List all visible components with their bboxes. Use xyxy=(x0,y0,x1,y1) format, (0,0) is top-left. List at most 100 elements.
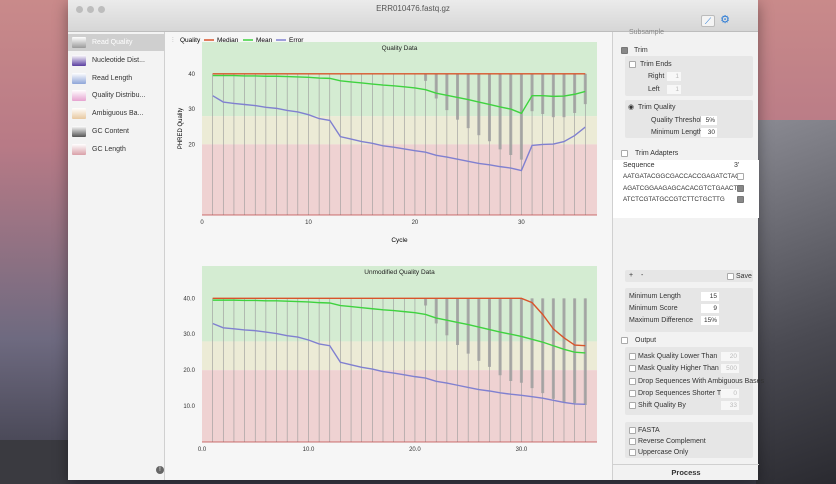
sidebar-item-label: Ambiguous Ba... xyxy=(92,110,144,118)
process-button[interactable]: Process xyxy=(613,464,759,480)
save-checkbox[interactable] xyxy=(727,273,734,280)
output-option-field[interactable]: 33 xyxy=(721,401,739,411)
line-chart-icon[interactable]: ⟋ xyxy=(701,15,715,27)
median-line xyxy=(212,297,586,347)
trim-checkbox[interactable] xyxy=(621,47,628,54)
right-field[interactable]: 1 xyxy=(667,72,681,81)
output-option-label: Mask Quality Higher Than xyxy=(638,365,719,373)
sidebar-item-label: Nucleotide Dist... xyxy=(92,56,145,64)
sidebar-item[interactable]: Read Quality xyxy=(68,34,165,51)
sidebar-item[interactable]: Read Length xyxy=(68,70,165,87)
adapter-buttons-bar xyxy=(625,270,753,282)
output-option-checkbox[interactable] xyxy=(629,353,636,360)
sidebar-item-label: Read Length xyxy=(92,74,133,82)
y-tick-label: 20 xyxy=(188,142,195,148)
trim-ends-checkbox[interactable] xyxy=(629,61,636,68)
trim-quality-box xyxy=(625,100,753,138)
gears-icon[interactable]: ⚙ xyxy=(720,14,730,26)
quality-legend-icon: ⫶ xyxy=(172,37,174,44)
close-button[interactable] xyxy=(76,6,83,13)
right-label: Right xyxy=(648,73,665,80)
output-option-checkbox[interactable] xyxy=(629,402,636,410)
x-tick-label: 30 xyxy=(518,220,525,226)
remove-adapter-button[interactable]: - xyxy=(641,272,644,279)
sidebar-item[interactable]: GC Length xyxy=(68,141,165,158)
output-option-field[interactable]: 0 xyxy=(721,388,739,398)
warning-zone xyxy=(202,341,597,371)
adapter-3prime-checkbox[interactable] xyxy=(737,196,744,203)
trim-adapters-checkbox[interactable] xyxy=(621,150,628,157)
quality-threshold-field[interactable]: 5% xyxy=(701,116,717,125)
left-label: Left xyxy=(648,86,660,93)
trim-quality-radio[interactable]: ◉ xyxy=(628,104,635,111)
output-option-checkbox[interactable] xyxy=(629,377,636,385)
fasta-checkbox[interactable] xyxy=(629,427,636,434)
output-option-label: Drop Sequences Shorter Thai xyxy=(638,389,731,397)
legend-mean: Mean xyxy=(256,37,273,44)
adapter-sequence[interactable]: ATCTCGTATGCCGTCTTCTGCTTG xyxy=(623,196,725,203)
output-option-label: Mask Quality Lower Than xyxy=(638,353,718,360)
mean-line xyxy=(212,74,586,115)
output-option-field[interactable]: 20 xyxy=(721,352,739,361)
y-axis-label: PHRED Quality xyxy=(178,108,184,149)
adapter-sequence[interactable]: AGATCGGAAGAGCACACGTCTGAACTC xyxy=(623,184,742,192)
trim-label: Trim xyxy=(634,47,648,54)
sequence-header: Sequence xyxy=(623,162,655,169)
sidebar-item[interactable]: GC Content xyxy=(68,123,165,140)
adapter-sequence[interactable]: AATGATACGGCGACCACCGAGATCTAC xyxy=(623,173,740,180)
good-zone xyxy=(202,266,597,342)
thumbnail-icon xyxy=(72,108,86,120)
legend-error: Error xyxy=(289,37,304,44)
min-score-field[interactable]: 9 xyxy=(701,304,719,313)
thumbnail-icon xyxy=(72,126,86,137)
x-tick-label: 0.0 xyxy=(198,447,207,453)
reverse-complement-checkbox[interactable] xyxy=(629,438,636,445)
desktop-mountain-left xyxy=(0,440,70,484)
max-diff-label: Maximum Difference xyxy=(629,317,694,324)
max-diff-field[interactable]: 15% xyxy=(701,316,719,325)
x-tick-label: 20.0 xyxy=(409,447,421,453)
x-tick-label: 0 xyxy=(200,220,204,226)
left-field[interactable]: 1 xyxy=(667,85,681,94)
add-adapter-button[interactable]: + xyxy=(629,272,634,279)
legend-quality: Quality xyxy=(180,37,201,44)
sidebar-item[interactable]: Quality Distribu... xyxy=(68,87,165,104)
poor-zone xyxy=(202,144,597,215)
minimize-button[interactable] xyxy=(87,6,94,13)
output-option-checkbox[interactable] xyxy=(629,365,636,373)
trim-ends-box xyxy=(625,56,753,96)
output-option-label: Drop Sequences With Ambiguous Bases xyxy=(638,377,765,385)
thumbnail-icon xyxy=(72,90,86,102)
quality-threshold-label: Quality Threshold xyxy=(651,117,706,124)
adapter-3prime-checkbox[interactable] xyxy=(737,173,744,180)
save-label: Save xyxy=(736,273,752,280)
info-icon[interactable]: ! xyxy=(156,466,164,474)
subsample-label: Subsample xyxy=(629,29,665,36)
y-tick-label: 40 xyxy=(188,72,195,78)
min-length-field[interactable]: 15 xyxy=(701,292,719,301)
sidebar: Read Quality Nucleotide Dist... Read Lengt… xyxy=(68,32,165,480)
y-tick-label: 20.0 xyxy=(183,368,195,374)
minimum-length-field[interactable]: 30 xyxy=(701,128,717,137)
output-checkbox[interactable] xyxy=(621,337,628,344)
y-tick-label: 30 xyxy=(188,107,195,113)
chart-pane: Quality Data 0 10 20 30 20 30 40 Cycle PHRED Qual… xyxy=(165,32,612,480)
warning-zone xyxy=(202,116,597,145)
app-window: ERR010476.fastq.gz ⟋ ⚙ Read Quality Nucle… xyxy=(68,0,764,480)
three-prime-header: 3' xyxy=(734,162,740,169)
trim-adapters-label: Trim Adapters xyxy=(635,150,679,157)
output-option-field[interactable]: 500 xyxy=(721,364,739,374)
zoom-button[interactable] xyxy=(98,6,105,13)
output-label: Output xyxy=(635,337,657,344)
adapter-3prime-checkbox[interactable] xyxy=(737,184,744,192)
trim-quality-label: Trim Quality xyxy=(638,104,676,111)
good-zone xyxy=(202,42,597,117)
sidebar-item[interactable]: Ambiguous Ba... xyxy=(68,105,165,122)
sidebar-item[interactable]: Nucleotide Dist... xyxy=(68,52,165,69)
output-option-checkbox[interactable] xyxy=(629,389,636,397)
uppercase-checkbox[interactable] xyxy=(629,449,636,456)
format-box xyxy=(625,422,753,458)
sidebar-item-label: Quality Distribu... xyxy=(92,92,146,100)
poor-zone xyxy=(202,370,597,442)
uppercase-label: Uppercase Only xyxy=(638,449,689,456)
